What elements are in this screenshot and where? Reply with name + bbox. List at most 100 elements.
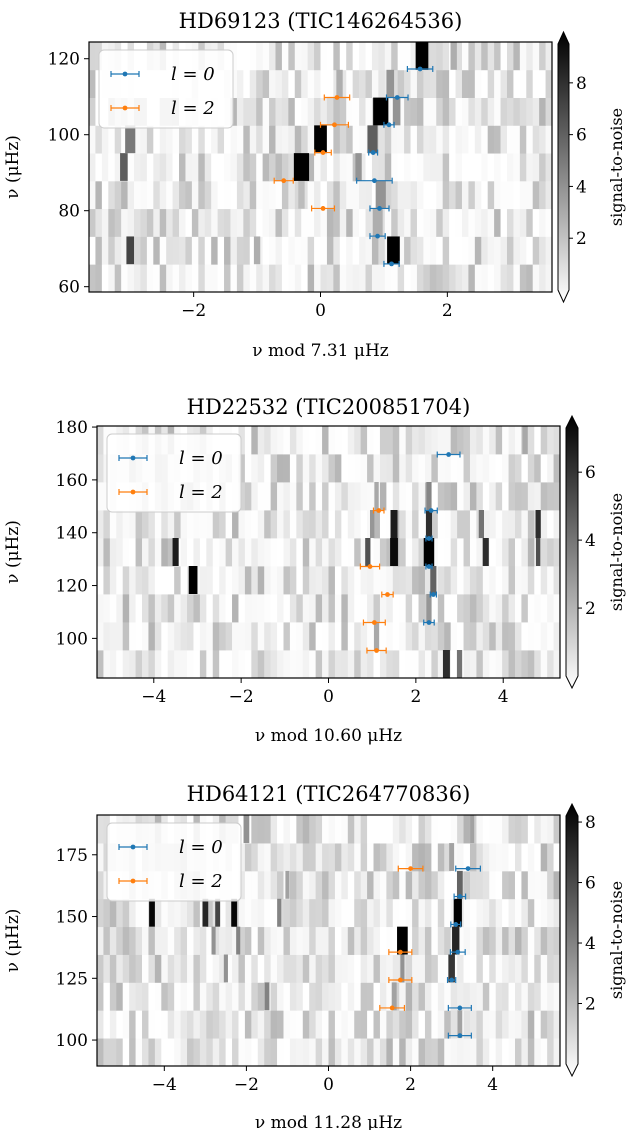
heatmap-cell: [193, 594, 201, 623]
heatmap-cell: [296, 982, 304, 1011]
heatmap-cell: [359, 69, 366, 98]
heatmap-cell: [367, 870, 374, 900]
heatmap-cell: [270, 482, 278, 511]
heatmap-cell: [405, 898, 413, 928]
heatmap-cell: [412, 650, 419, 678]
heatmap-cell: [307, 69, 315, 98]
heatmap-cell: [166, 236, 173, 265]
heatmap-cell: [547, 1038, 554, 1066]
heatmap-cell: [206, 650, 214, 678]
heatmap-cell: [238, 870, 246, 900]
heatmap-cell: [386, 843, 394, 872]
heatmap-cell: [262, 180, 270, 210]
heatmap-cell: [193, 926, 201, 955]
heatmap-cell: [506, 69, 514, 98]
heatmap-cell: [514, 538, 522, 567]
heatmap-cell: [514, 898, 522, 928]
heatmap-cell: [519, 69, 527, 98]
heatmap-cell: [269, 236, 276, 265]
heatmap-cell: [416, 264, 424, 292]
heatmap-cell: [540, 426, 548, 455]
heatmap-cell: [262, 236, 270, 265]
heatmap-cell: [386, 510, 394, 539]
heatmap-cell: [526, 125, 534, 154]
heatmap-cell: [482, 454, 490, 483]
heatmap-peak: [211, 926, 216, 955]
heatmap-cell: [262, 208, 270, 237]
heatmap-cell: [257, 843, 265, 872]
heatmap-cell: [315, 482, 323, 511]
heatmap-cell: [212, 510, 220, 539]
heatmap-cell: [283, 566, 291, 595]
heatmap-cell: [489, 870, 497, 900]
heatmap-cell: [309, 594, 317, 623]
heatmap-cell: [232, 1038, 239, 1066]
y-tick-label: 125: [56, 969, 88, 989]
heatmap-cell: [494, 42, 501, 71]
heatmap-cell: [489, 954, 497, 983]
heatmap-cell: [109, 650, 117, 678]
heatmap-cell: [244, 954, 252, 983]
heatmap-cell: [249, 97, 257, 126]
heatmap-cell: [365, 236, 373, 265]
heatmap-cell: [540, 982, 548, 1011]
x-tick-label: −2: [234, 1075, 259, 1095]
heatmap-cell: [553, 594, 560, 623]
heatmap-cell: [378, 69, 386, 98]
heatmap-cell: [444, 454, 452, 483]
heatmap-cell: [97, 1038, 104, 1066]
heatmap-cell: [487, 97, 495, 126]
heatmap-cell: [397, 42, 405, 71]
heatmap-peak: [442, 650, 450, 678]
heatmap-cell: [514, 926, 522, 955]
heatmap-cell: [114, 236, 122, 265]
heatmap-cell: [463, 482, 471, 511]
heatmap-cell: [347, 815, 355, 844]
heatmap-cell: [101, 180, 109, 210]
heatmap-cell: [495, 870, 503, 900]
heatmap-cell: [519, 125, 527, 154]
heatmap-cell: [526, 236, 534, 265]
heatmap-cell: [97, 594, 104, 623]
heatmap-cell: [108, 180, 116, 210]
heatmap-cell: [487, 125, 495, 154]
heatmap-cell: [334, 622, 342, 651]
heatmap-cell: [142, 566, 149, 595]
heatmap-cell: [283, 510, 291, 539]
heatmap-cell: [97, 426, 104, 455]
heatmap-cell: [469, 510, 477, 539]
heatmap-cell: [461, 125, 469, 154]
legend-label: l = 0: [171, 64, 215, 85]
heatmap-cell: [277, 1010, 284, 1039]
data-point: [369, 205, 390, 212]
heatmap-cell: [346, 69, 354, 98]
heatmap-cell: [429, 153, 437, 182]
heatmap-cell: [450, 426, 458, 455]
heatmap-cell: [199, 650, 207, 678]
heatmap-cell: [502, 482, 509, 511]
heatmap-cell: [283, 538, 291, 567]
heatmap-cell: [154, 1010, 162, 1039]
series-l2: [359, 507, 394, 654]
heatmap-cell: [161, 650, 169, 678]
heatmap-cell: [109, 1010, 117, 1039]
heatmap-cell: [256, 97, 264, 126]
heatmap-cell: [405, 650, 413, 678]
heatmap-cell: [283, 898, 291, 928]
heatmap-cell: [219, 538, 227, 567]
heatmap-cell: [244, 1038, 252, 1066]
heatmap-cell: [315, 1010, 323, 1039]
heatmap-cell: [283, 454, 291, 483]
heatmap-peak: [253, 236, 261, 265]
heatmap-cell: [322, 982, 329, 1011]
heatmap-cell: [244, 622, 252, 651]
heatmap-cell: [270, 926, 278, 955]
heatmap-cell: [135, 650, 143, 678]
heatmap-cell: [404, 42, 411, 71]
heatmap-cell: [219, 566, 227, 595]
heatmap-cell: [354, 843, 362, 872]
heatmap-cell: [199, 954, 207, 983]
heatmap-cell: [180, 538, 188, 567]
heatmap-peak: [373, 622, 380, 650]
